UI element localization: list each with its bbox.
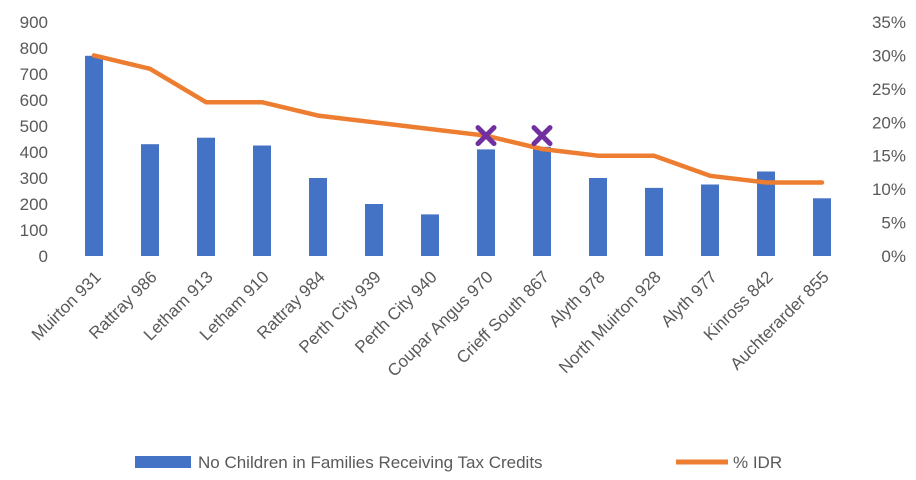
legend-bar-swatch [135, 456, 191, 468]
left-tick-label: 500 [20, 117, 48, 136]
bar [701, 184, 719, 256]
right-tick-label: 0% [881, 247, 906, 266]
right-tick-label: 25% [872, 80, 906, 99]
category-label: Coupar Angus 970 [384, 267, 497, 380]
legend: No Children in Families Receiving Tax Cr… [135, 453, 782, 472]
right-tick-label: 20% [872, 113, 906, 132]
left-tick-label: 600 [20, 91, 48, 110]
category-label: Auchterarder 855 [726, 267, 832, 373]
x-marker-stroke [531, 125, 553, 147]
right-tick-label: 30% [872, 46, 906, 65]
bar [757, 171, 775, 256]
bar [589, 178, 607, 256]
left-tick-label: 300 [20, 169, 48, 188]
left-tick-label: 800 [20, 39, 48, 58]
left-tick-label: 900 [20, 13, 48, 32]
bar [477, 149, 495, 256]
right-tick-label: 5% [881, 214, 906, 233]
bar [309, 178, 327, 256]
right-tick-label: 35% [872, 13, 906, 32]
bar-series [85, 55, 831, 256]
bar [141, 144, 159, 256]
legend-bar-label: No Children in Families Receiving Tax Cr… [198, 453, 543, 472]
left-tick-label: 200 [20, 195, 48, 214]
bar [197, 137, 215, 256]
bar [645, 187, 663, 256]
left-tick-label: 700 [20, 65, 48, 84]
legend-line-label: % IDR [733, 453, 782, 472]
bar [365, 204, 383, 256]
left-tick-label: 100 [20, 221, 48, 240]
bar [533, 146, 551, 256]
left-tick-label: 0 [39, 247, 48, 266]
line-path [91, 53, 825, 185]
marker-series [475, 125, 553, 147]
bar [253, 145, 271, 256]
category-label: North Muirton 928 [555, 267, 665, 377]
bar [85, 55, 103, 256]
right-axis: 0% 5% 10% 15% 20% 25% 30% 35% [872, 13, 906, 266]
right-tick-label: 10% [872, 180, 906, 199]
left-tick-label: 400 [20, 143, 48, 162]
x-marker-stroke [475, 125, 497, 147]
x-marker [475, 125, 497, 147]
line-series [91, 53, 825, 185]
right-tick-label: 15% [872, 147, 906, 166]
bar [813, 198, 831, 256]
x-marker [531, 125, 553, 147]
bar [421, 214, 439, 256]
left-axis: 0 100 200 300 400 500 600 700 800 900 [20, 13, 48, 266]
